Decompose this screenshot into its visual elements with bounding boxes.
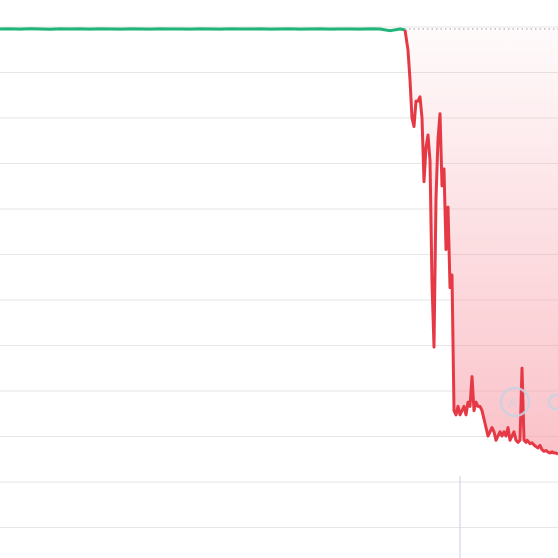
- series-points: [0, 28, 558, 455]
- watermark-logo-icon: A: [499, 386, 558, 418]
- gridlines: [0, 26, 558, 528]
- series-line-below-baseline: [403, 29, 558, 456]
- svg-text:A: A: [508, 395, 518, 411]
- drawdown-area-fill: [405, 29, 558, 455]
- series-line-above-baseline: [0, 27, 406, 33]
